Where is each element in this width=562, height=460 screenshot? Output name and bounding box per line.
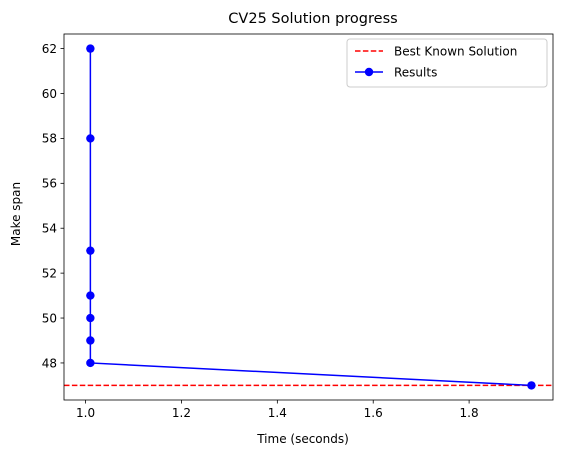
y-tick-label-1: 50: [42, 311, 57, 325]
y-axis-label: Make span: [9, 182, 23, 246]
legend-label-series-0: Results: [394, 65, 437, 79]
x-axis-label: Time (seconds): [256, 432, 349, 446]
y-tick-label-5: 58: [42, 132, 57, 146]
y-tick-label-2: 52: [42, 266, 57, 280]
chart-title: CV25 Solution progress: [228, 11, 397, 27]
y-tick-label-7: 62: [42, 42, 57, 56]
y-tick-label-3: 54: [42, 222, 57, 236]
series-line-0: [89, 48, 532, 387]
plot-area: 1.0 1.2 1.4 1.6 1.8 48 50 52 54 56 58 60 62: [42, 33, 554, 420]
data-point-0-7: [527, 381, 536, 390]
legend-label-best-known: Best Known Solution: [394, 44, 517, 58]
data-point-0-2: [86, 246, 95, 255]
y-tick-label-0: 48: [42, 356, 57, 370]
data-point-0-1: [86, 134, 95, 143]
data-point-0-0: [86, 44, 95, 53]
legend-swatch-marker-0: [364, 67, 374, 77]
x-tick-label-4: 1.8: [460, 406, 479, 420]
x-tick-label-0: 1.0: [76, 406, 95, 420]
x-tick-label-3: 1.6: [364, 406, 383, 420]
x-tick-label-2: 1.4: [268, 406, 287, 420]
data-point-0-5: [86, 336, 95, 345]
data-point-0-4: [86, 313, 95, 323]
y-tick-label-4: 56: [42, 177, 57, 191]
legend: Best Known Solution Results: [346, 38, 548, 88]
data-point-0-6: [86, 358, 95, 368]
y-tick-label-6: 60: [42, 87, 57, 101]
data-point-0-3: [86, 291, 95, 300]
legend-box: [346, 38, 548, 88]
x-tick-label-1: 1.2: [172, 406, 191, 420]
axes-frame: [63, 33, 554, 401]
